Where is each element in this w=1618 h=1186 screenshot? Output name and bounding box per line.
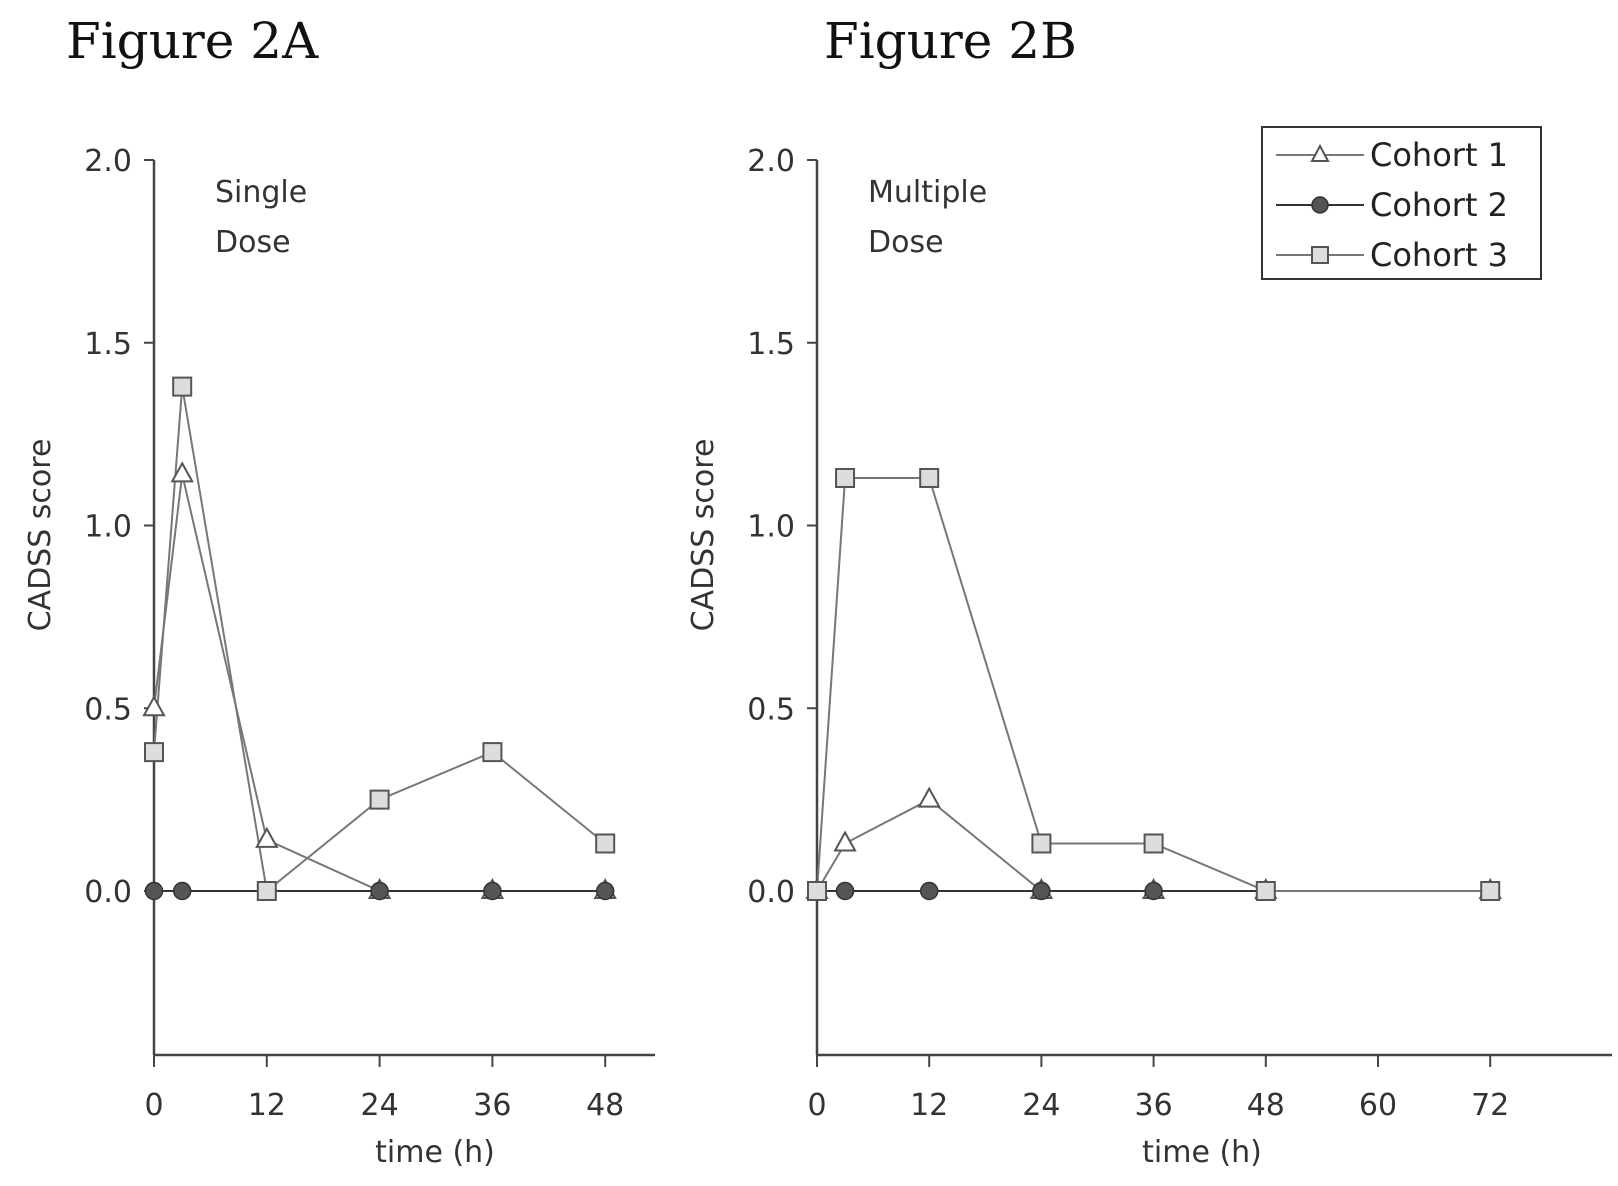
data-point-triangle (170, 461, 194, 483)
data-point-square (369, 789, 390, 810)
y-axis-label: CADSS score (23, 439, 58, 632)
y-axis-label: CADSS score (686, 439, 721, 632)
data-point-circle (595, 881, 615, 901)
data-point-square (144, 742, 164, 763)
data-point-square (1255, 881, 1276, 901)
x-tick-label: 48 (586, 1088, 624, 1123)
data-point-square (256, 881, 277, 901)
y-tick-label: 1.0 (747, 510, 795, 545)
series-line-square (153, 386, 606, 893)
y-tick-label: 0.5 (747, 692, 795, 727)
y-tick-label: 1.0 (84, 510, 132, 545)
y-tick-label: 1.5 (747, 327, 795, 362)
y-tick-label: 0.0 (84, 875, 132, 910)
x-tick-label: 36 (1135, 1088, 1173, 1123)
data-point-square (595, 833, 616, 854)
x-tick-label: 12 (248, 1088, 286, 1123)
dose-annotation: Multiple (868, 175, 987, 210)
data-point-circle (144, 881, 164, 901)
y-tick-label: 2.0 (84, 144, 132, 179)
dose-annotation: Single (215, 175, 307, 210)
series-line-square (816, 476, 1491, 892)
data-point-square (919, 467, 940, 488)
data-point-square (1143, 833, 1164, 854)
y-tick-label: 0.5 (84, 692, 132, 727)
data-point-square (1031, 833, 1052, 854)
chart-panel-2a: Figure 2A 0.0 0.5 1.0 1.5 2.0 0 12 24 36 48 time (h… (23, 12, 655, 1170)
x-tick-label: 48 (1247, 1088, 1285, 1123)
y-tick-label: 2.0 (747, 144, 795, 179)
x-tick-label: 24 (361, 1088, 399, 1123)
legend-marker-square (1311, 246, 1329, 264)
legend: Cohort 1 Cohort 2 Cohort 3 (1261, 126, 1542, 280)
x-tick-label: 36 (473, 1088, 511, 1123)
x-tick-label: 72 (1471, 1088, 1509, 1123)
data-point-circle (835, 881, 855, 901)
y-tick-label: 1.5 (84, 327, 132, 362)
figure-title: Figure 2B (824, 12, 1077, 70)
data-point-square (482, 742, 503, 763)
x-tick-label: 0 (144, 1088, 163, 1123)
x-axis-label: time (h) (1142, 1135, 1262, 1170)
legend-label: Cohort 2 (1370, 186, 1508, 224)
data-point-square (807, 881, 827, 901)
data-point-circle (172, 881, 192, 901)
data-point-square (1480, 881, 1501, 901)
series-line-triangle (153, 474, 606, 892)
dose-annotation: Dose (215, 225, 291, 260)
data-point-square (172, 376, 193, 397)
data-point-triangle (917, 786, 941, 808)
data-point-circle (1032, 881, 1051, 901)
legend-box (1261, 126, 1542, 280)
legend-marker-circle (1311, 196, 1329, 214)
data-point-triangle (833, 830, 857, 852)
data-point-triangle (255, 826, 279, 848)
data-point-circle (1144, 881, 1163, 901)
x-tick-label: 12 (910, 1088, 948, 1123)
legend-marker-triangle (1310, 143, 1330, 162)
legend-label: Cohort 3 (1370, 236, 1508, 274)
dose-annotation: Dose (868, 225, 944, 260)
data-point-circle (919, 881, 939, 901)
y-tick-label: 0.0 (747, 875, 795, 910)
figure-title: Figure 2A (66, 12, 319, 70)
data-point-circle (483, 881, 502, 901)
legend-label: Cohort 1 (1370, 136, 1508, 174)
chart-panel-2b: Figure 2B 0.0 0.5 1.0 1.5 2.0 0 12 24 36 48 60 72 tim… (686, 12, 1612, 1170)
x-tick-label: 60 (1359, 1088, 1397, 1123)
data-point-square (835, 467, 856, 488)
data-point-triangle (142, 695, 166, 717)
x-tick-label: 24 (1022, 1088, 1060, 1123)
data-point-circle (370, 881, 389, 901)
x-tick-label: 0 (807, 1088, 826, 1123)
x-axis-label: time (h) (375, 1135, 495, 1170)
